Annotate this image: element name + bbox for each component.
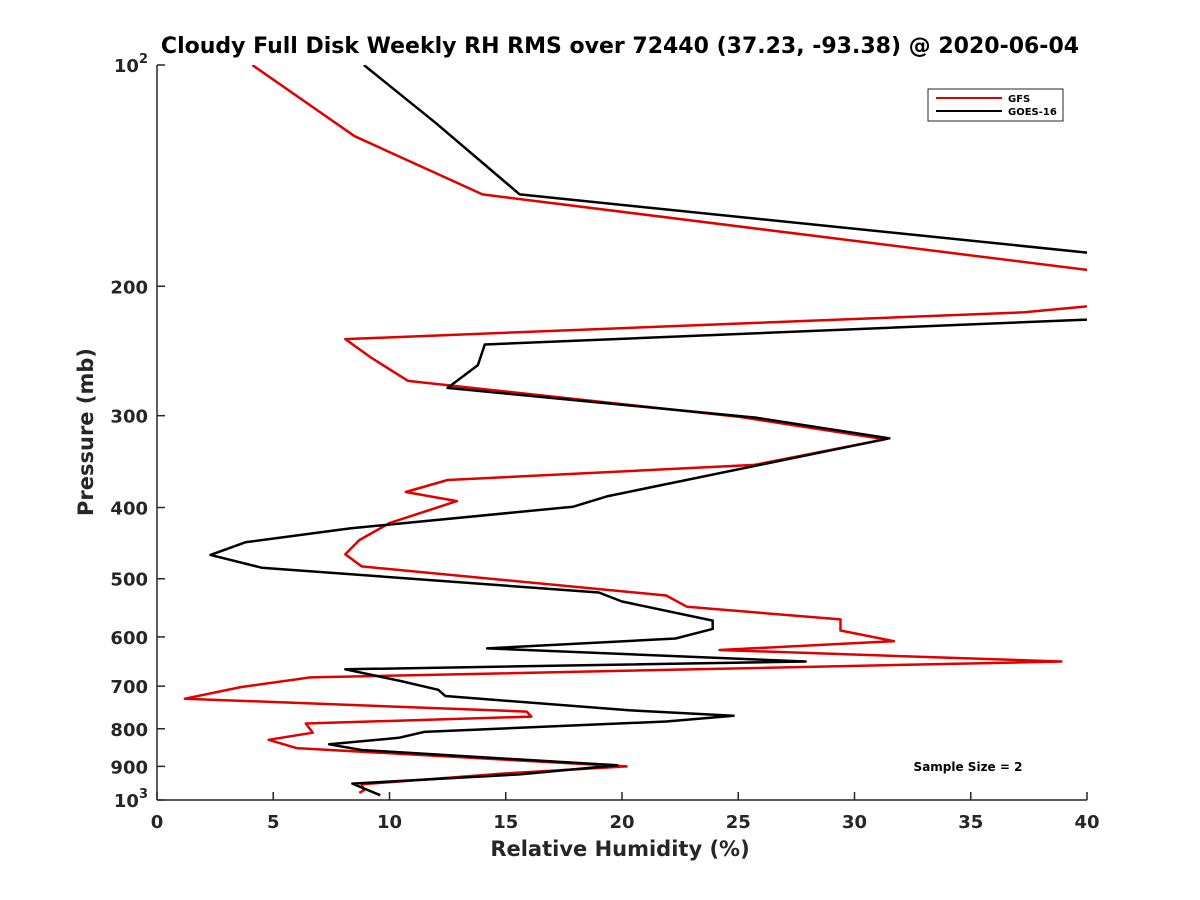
chart-title: Cloudy Full Disk Weekly RH RMS over 7244…	[161, 34, 1079, 59]
y-tick-label: 700	[110, 677, 148, 698]
y-tick-label: 300	[110, 407, 148, 428]
y-tick-label: 500	[110, 570, 148, 591]
y-tick-label: 103	[114, 787, 148, 812]
x-tick-label: 15	[493, 812, 518, 833]
x-tick-label: 40	[1074, 812, 1099, 833]
x-axis-ticks: 0 5 10 15 20 25 30 35 40	[151, 792, 1100, 833]
y-tick-label: 200	[110, 277, 148, 298]
x-tick-label: 5	[267, 812, 280, 833]
y-tick-label: 400	[110, 499, 148, 520]
y-tick-label: 900	[110, 757, 148, 778]
x-tick-label: 0	[151, 812, 164, 833]
x-tick-label: 10	[377, 812, 402, 833]
y-tick-label: 102	[114, 52, 148, 77]
y-tick-label: 600	[110, 628, 148, 649]
y-tick-base: 10	[114, 791, 139, 812]
legend-label-gfs: GFS	[1008, 94, 1030, 105]
x-tick-label: 35	[958, 812, 983, 833]
y-tick-label: 800	[110, 720, 148, 741]
y-tick-exponent: 2	[139, 52, 148, 67]
sample-size-annotation: Sample Size = 2	[914, 760, 1023, 774]
x-tick-label: 20	[609, 812, 634, 833]
legend-box	[927, 88, 1064, 122]
x-tick-label: 25	[726, 812, 751, 833]
legend: GFS GOES-16	[927, 88, 1064, 122]
series-line-goes-16	[209, 65, 1087, 797]
legend-label-goes-16: GOES-16	[1008, 107, 1057, 118]
y-tick-exponent: 3	[139, 787, 148, 802]
y-axis-label: Pressure (mb)	[74, 348, 98, 516]
x-axis-label: Relative Humidity (%)	[490, 837, 749, 861]
x-tick-label: 30	[842, 812, 867, 833]
y-tick-base: 10	[114, 56, 139, 77]
series-line-gfs	[183, 65, 1087, 794]
series-layer	[183, 65, 1087, 797]
plot-area	[157, 65, 1087, 800]
